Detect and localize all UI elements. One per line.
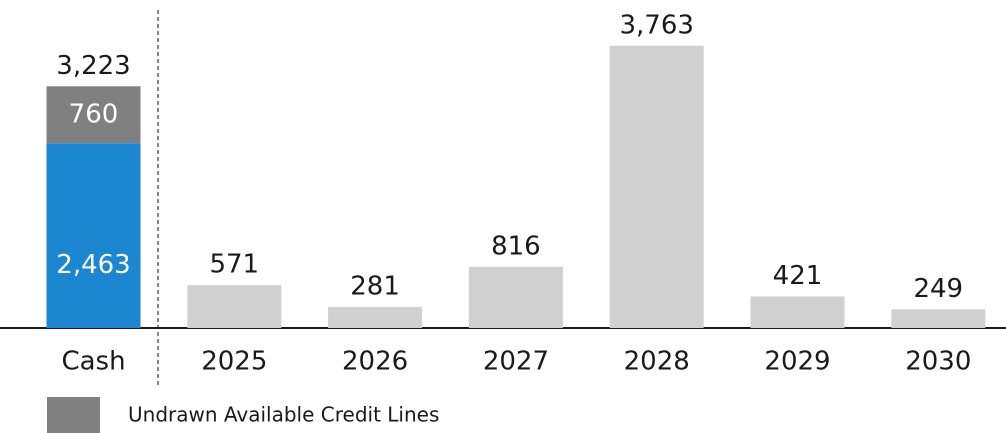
value-label: 3,763 (619, 10, 693, 40)
value-label: 571 (209, 250, 259, 280)
x-tick-label: Cash (61, 347, 125, 377)
value-label: 816 (491, 231, 541, 261)
x-tick-label: 2027 (483, 347, 549, 377)
legend-swatch (47, 397, 100, 433)
bar (750, 296, 845, 328)
x-tick-label: 2028 (624, 347, 690, 377)
value-label: 2,463 (56, 250, 130, 280)
bar (891, 309, 986, 328)
bar (328, 306, 423, 328)
value-label: 281 (350, 271, 400, 301)
total-label: 3,223 (56, 51, 130, 81)
value-label: 421 (773, 261, 823, 291)
value-label: 249 (913, 274, 963, 304)
bar (187, 285, 282, 328)
x-tick-label: 2026 (342, 347, 408, 377)
bar (46, 86, 141, 144)
value-label: 760 (69, 99, 119, 129)
bar (468, 266, 563, 328)
bar (46, 143, 141, 328)
x-tick-label: 2025 (201, 347, 267, 377)
x-tick-label: 2029 (764, 347, 830, 377)
legend-label: Undrawn Available Credit Lines (128, 403, 439, 427)
bar (609, 45, 704, 329)
x-tick-label: 2030 (905, 347, 971, 377)
